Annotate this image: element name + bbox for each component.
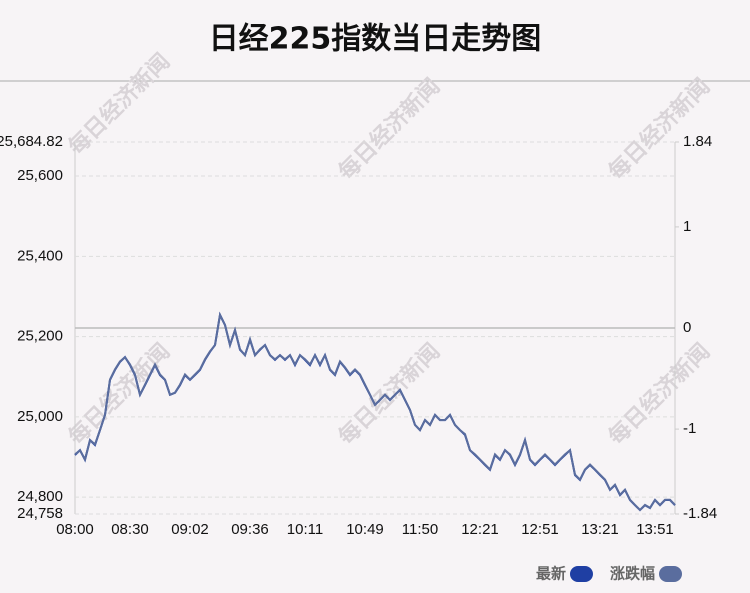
x-tick-label: 09:36 — [231, 521, 269, 538]
x-tick-label: 09:02 — [171, 521, 209, 538]
legend-swatch — [659, 566, 682, 582]
x-tick-label: 10:11 — [287, 521, 323, 538]
x-tick-label: 12:21 — [461, 521, 499, 538]
y2-tick-label: 1 — [683, 218, 691, 235]
y2-tick-label: -1 — [683, 420, 696, 437]
data-line — [74, 311, 676, 512]
y-tick-label: 24,758 — [17, 505, 63, 522]
x-tick-label: 13:51 — [636, 521, 674, 538]
y-tick-label: 25,200 — [17, 328, 63, 345]
y2-tick-label: 1.84 — [683, 133, 712, 150]
y-tick-label: 25,684.82 — [0, 133, 63, 150]
x-tick-label: 13:21 — [581, 521, 619, 538]
chart-title: 日经225指数当日走势图 — [209, 22, 542, 57]
x-tick-label: 08:30 — [111, 521, 149, 538]
x-tick-label: 11:50 — [402, 521, 438, 538]
y2-tick-label: -1.84 — [683, 505, 717, 522]
y-tick-label: 24,800 — [17, 488, 63, 505]
y-tick-label: 25,400 — [17, 247, 63, 264]
legend-swatch — [569, 566, 593, 582]
y-tick-label: 25,000 — [17, 408, 63, 425]
y2-tick-label: 0 — [683, 319, 691, 336]
legend-label: 最新 — [536, 565, 566, 583]
x-tick-label: 10:49 — [346, 521, 384, 538]
x-tick-label: 12:51 — [521, 521, 559, 538]
legend-label: 涨跌幅 — [610, 565, 655, 583]
y-tick-label: 25,600 — [17, 167, 63, 184]
x-tick-label: 08:00 — [56, 521, 94, 538]
